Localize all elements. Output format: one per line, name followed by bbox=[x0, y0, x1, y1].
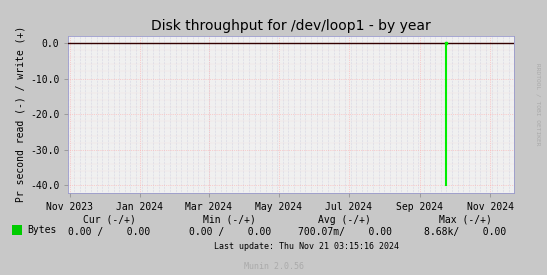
Text: Bytes: Bytes bbox=[27, 225, 57, 235]
Text: Munin 2.0.56: Munin 2.0.56 bbox=[243, 262, 304, 271]
Y-axis label: Pr second read (-) / write (+): Pr second read (-) / write (+) bbox=[16, 26, 26, 202]
Text: Cur (-/+): Cur (-/+) bbox=[83, 215, 136, 225]
Text: 700.07m/    0.00: 700.07m/ 0.00 bbox=[298, 227, 392, 237]
Text: 0.00 /    0.00: 0.00 / 0.00 bbox=[68, 227, 150, 237]
Text: Avg (-/+): Avg (-/+) bbox=[318, 215, 371, 225]
Text: 0.00 /    0.00: 0.00 / 0.00 bbox=[189, 227, 271, 237]
Title: Disk throughput for /dev/loop1 - by year: Disk throughput for /dev/loop1 - by year bbox=[152, 19, 431, 33]
Text: Max (-/+): Max (-/+) bbox=[439, 215, 491, 225]
Text: 8.68k/    0.00: 8.68k/ 0.00 bbox=[424, 227, 506, 237]
Text: RRDTOOL / TOBI OETIKER: RRDTOOL / TOBI OETIKER bbox=[536, 63, 540, 146]
Text: Last update: Thu Nov 21 03:15:16 2024: Last update: Thu Nov 21 03:15:16 2024 bbox=[214, 242, 399, 251]
Text: Min (-/+): Min (-/+) bbox=[203, 215, 256, 225]
